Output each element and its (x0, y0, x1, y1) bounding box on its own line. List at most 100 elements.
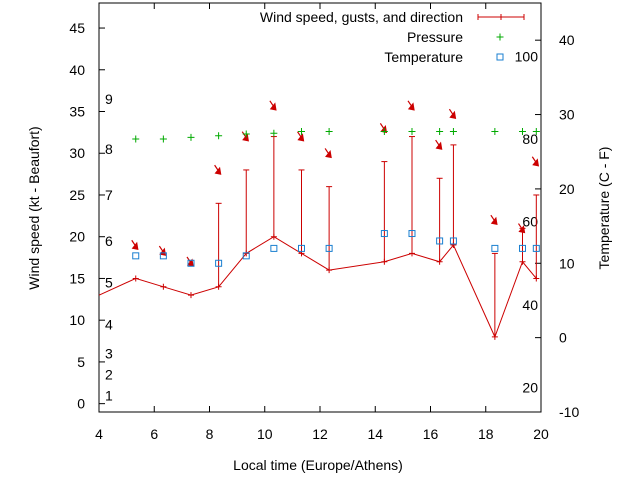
wind-arrow-0 (131, 239, 139, 250)
y-right-tick-label-20: 20 (559, 181, 575, 197)
beaufort-label-3: 3 (105, 346, 113, 362)
y-right-tick-label-30: 30 (559, 107, 575, 123)
wind-point-2 (160, 283, 167, 290)
beaufort-label-8: 8 (105, 141, 113, 157)
wind-point-11 (436, 258, 443, 265)
beaufort-label-1: 1 (105, 387, 113, 403)
wind-speed-line (98, 236, 537, 339)
legend-swatch-pressure (496, 33, 504, 41)
y-left-tick-label-15: 15 (69, 270, 85, 286)
x-axis-label: Local time (Europe/Athens) (233, 457, 403, 473)
wind-arrow-10 (435, 139, 443, 150)
x-tick-label-6: 6 (150, 426, 158, 442)
y-right-tick-label-40: 40 (559, 32, 575, 48)
pressure-point-5 (270, 129, 278, 137)
pressure-point-9 (408, 128, 416, 136)
wind-arrow-11 (448, 108, 457, 119)
temperature-point-12 (491, 244, 499, 252)
pressure-point-3 (215, 132, 223, 140)
fahrenheit-label-60: 60 (522, 214, 538, 230)
plot-border (98, 2, 542, 413)
x-tick-label-18: 18 (478, 426, 494, 442)
fahrenheit-label-80: 80 (522, 131, 538, 147)
y-left-tick-label-25: 25 (69, 187, 85, 203)
fahrenheit-label-40: 40 (522, 297, 538, 313)
temperature-point-7 (325, 244, 333, 252)
wind-arrow-12 (490, 214, 498, 225)
fahrenheit-label-20: 20 (522, 379, 538, 395)
wind-point-8 (326, 267, 333, 274)
x-tick-label-8: 8 (206, 426, 214, 442)
wind-point-15 (533, 275, 540, 282)
pressure-point-11 (449, 128, 457, 136)
pressure-point-14 (532, 128, 540, 136)
temperature-point-2 (187, 259, 195, 267)
temperature-point-14 (532, 244, 540, 252)
beaufort-label-9: 9 (105, 91, 113, 107)
wind-point-10 (408, 250, 415, 257)
beaufort-label-5: 5 (105, 275, 113, 291)
wind-point-6 (270, 233, 277, 240)
wind-point-5 (243, 250, 250, 257)
temperature-point-5 (270, 244, 278, 252)
temperature-point-9 (408, 230, 416, 238)
y-left-tick-label-10: 10 (69, 312, 85, 328)
wind-point-13 (491, 333, 498, 340)
axis-ticks: 4 6 8 10 12 14 16 18 20051015202530354045-100102… (69, 3, 579, 442)
temperature-point-6 (297, 244, 305, 252)
temperature-point-11 (449, 237, 457, 245)
y-right-tick-label--10: -10 (559, 404, 579, 420)
y-left-tick-label-0: 0 (77, 396, 85, 412)
pressure-point-8 (380, 128, 388, 136)
y-left-tick-label-40: 40 (69, 62, 85, 78)
wind-arrow-8 (379, 123, 388, 134)
wind-point-4 (215, 283, 222, 290)
beaufort-label-4: 4 (105, 316, 113, 332)
y-axis-left-label: Wind speed (kt - Beaufort) (26, 126, 42, 289)
y-left-tick-label-45: 45 (69, 20, 85, 36)
wind-arrow-13 (517, 223, 526, 234)
legend-swatch-temperature (496, 53, 504, 61)
legend-label-0: Wind speed, gusts, and direction (260, 9, 463, 25)
y-left-tick-label-35: 35 (69, 104, 85, 120)
y-axis-right-label: Temperature (C - F) (596, 147, 612, 270)
temperature-point-13 (518, 244, 526, 252)
wind-arrow-2 (186, 256, 194, 267)
pressure-point-7 (325, 128, 333, 136)
series (98, 100, 540, 340)
x-tick-label-12: 12 (312, 426, 328, 442)
temperature-point-10 (436, 237, 444, 245)
wind-arrow-14 (531, 156, 540, 167)
wind-arrow-6 (296, 131, 305, 142)
wind-point-1 (132, 275, 139, 282)
legend-label-2: Temperature (384, 49, 463, 65)
pressure-point-4 (242, 130, 250, 138)
temperature-point-1 (159, 252, 167, 260)
y-left-tick-label-5: 5 (77, 354, 85, 370)
wind-point-9 (381, 258, 388, 265)
pressure-point-12 (491, 128, 499, 136)
pressure-point-2 (187, 133, 195, 141)
temperature-point-4 (242, 252, 250, 260)
temperature-point-3 (215, 259, 223, 267)
pressure-point-0 (132, 135, 140, 143)
y-right-tick-label-0: 0 (559, 330, 567, 346)
wind-point-12 (450, 242, 457, 249)
beaufort-label-7: 7 (105, 187, 113, 203)
beaufort-label-2: 2 (105, 366, 113, 382)
x-tick-label-20: 20 (533, 426, 549, 442)
y-left-tick-label-20: 20 (69, 229, 85, 245)
legend: Wind speed, gusts, and direction Pressure… (260, 9, 525, 65)
wind-point-3 (187, 292, 194, 299)
pressure-point-13 (518, 128, 526, 136)
pressure-point-1 (159, 135, 167, 143)
wind-arrow-9 (407, 100, 415, 111)
y-right-tick-label-10: 10 (559, 255, 575, 271)
x-tick-label-14: 14 (367, 426, 383, 442)
wind-arrow-5 (269, 100, 277, 111)
temperature-point-8 (380, 230, 388, 238)
temperature-point-0 (132, 252, 140, 260)
wind-arrow-3 (214, 164, 222, 175)
x-tick-label-4: 4 (95, 426, 103, 442)
